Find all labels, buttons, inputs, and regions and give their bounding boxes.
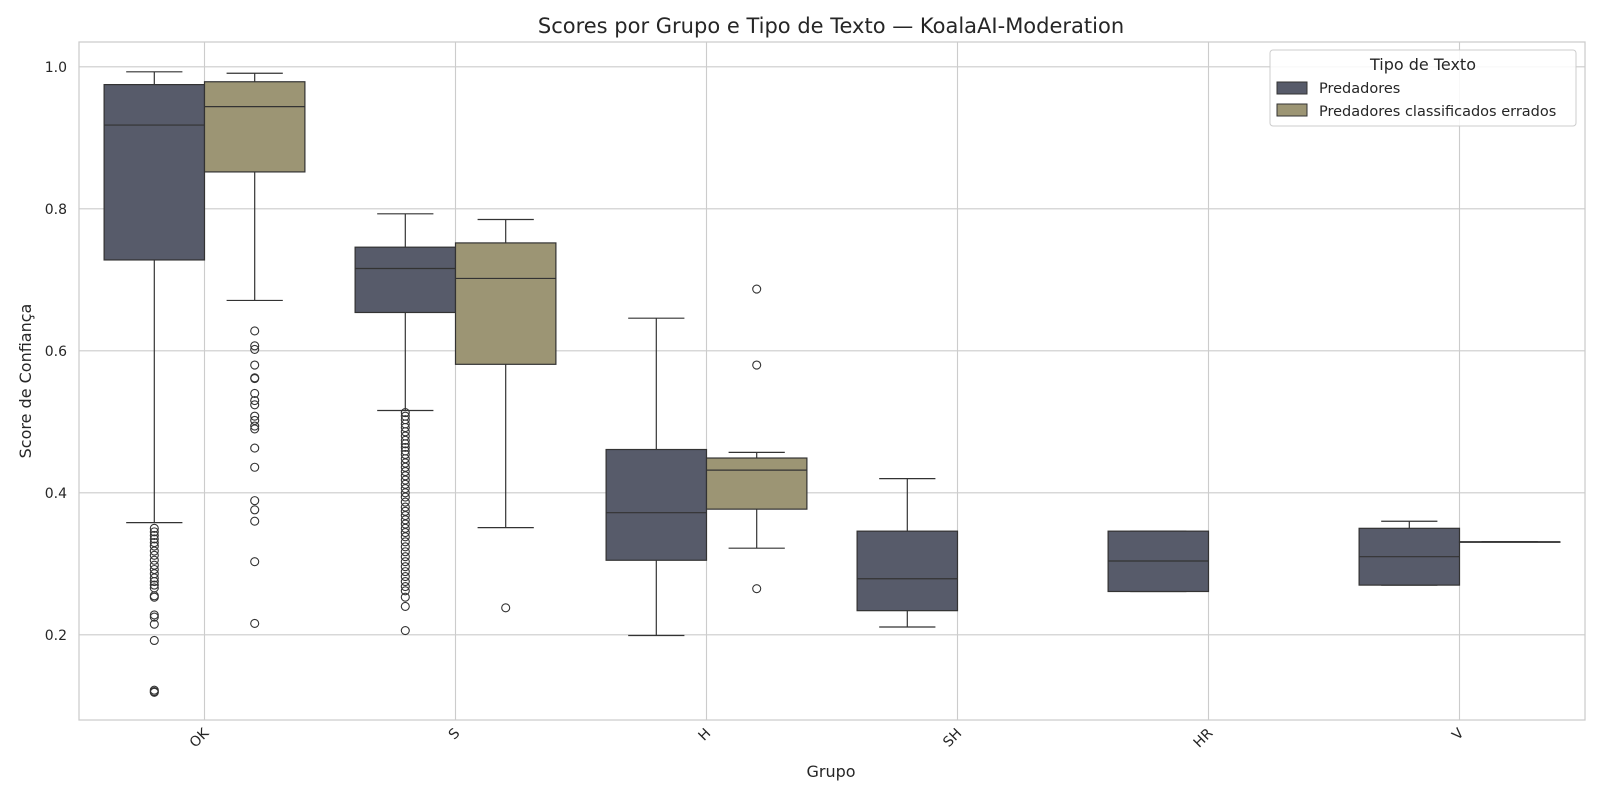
outlier-point [250, 462, 260, 472]
legend: Tipo de Texto Predadores Predadores clas… [1269, 49, 1577, 127]
outlier-point [250, 557, 260, 567]
outlier-point [149, 577, 159, 587]
outlier-point [400, 601, 410, 611]
outlier-point [250, 341, 260, 351]
outlier-point [400, 442, 410, 452]
outlier-point [400, 547, 410, 557]
y-tick-label: 0.6 [45, 344, 67, 360]
y-axis-label: Score de Confiança [16, 304, 35, 459]
outlier-point [400, 528, 410, 538]
outlier-point [149, 546, 159, 556]
outlier-point [250, 443, 260, 453]
x-axis-ticks: OK S H SH HR V [187, 725, 1468, 751]
outlier-point [400, 537, 410, 547]
y-tick-label: 0.2 [45, 628, 67, 644]
outlier-point [250, 360, 260, 370]
series-1 [203, 72, 1561, 628]
x-tick-label: S [446, 725, 464, 743]
outlier-point [752, 360, 762, 370]
gridlines [79, 42, 1585, 720]
outlier-point [250, 326, 260, 336]
legend-title: Tipo de Texto [1369, 55, 1476, 74]
outlier-point [250, 400, 260, 410]
y-tick-label: 0.4 [45, 486, 67, 502]
x-tick-label: OK [187, 725, 213, 751]
outlier-point [250, 388, 260, 398]
outlier-point [149, 534, 159, 544]
outlier-point [250, 373, 260, 384]
outlier-point [400, 408, 410, 418]
outlier-point [752, 284, 762, 294]
outlier-point [250, 516, 260, 526]
x-tick-label: V [1449, 725, 1467, 743]
outlier-point [149, 619, 159, 629]
plot-frame [78, 41, 1586, 721]
y-tick-label: 0.8 [45, 202, 67, 218]
outlier-point [149, 612, 159, 622]
outlier-point [149, 523, 159, 533]
outlier-point [400, 488, 410, 498]
outlier-point [250, 421, 260, 431]
outlier-point [149, 635, 159, 646]
outlier-point [250, 411, 260, 421]
outlier-point [400, 567, 410, 577]
outlier-point [400, 625, 410, 636]
outlier-point [752, 584, 762, 594]
legend-swatch-predadores [1276, 81, 1308, 95]
outlier-point [149, 541, 159, 551]
outlier-point [400, 552, 410, 562]
box [203, 81, 306, 173]
box [103, 83, 206, 261]
outlier-point [149, 527, 159, 537]
box [454, 242, 557, 365]
outlier-point [250, 344, 260, 354]
outlier-point [149, 555, 159, 565]
outlier-point [400, 581, 410, 592]
outlier-point [250, 424, 260, 434]
legend-frame [1269, 49, 1577, 127]
box-series [103, 71, 1561, 697]
x-axis-label: Grupo [806, 762, 855, 781]
legend-label-predadores-classificados-errados: Predadores classificados errados [1319, 104, 1556, 120]
outlier-point [400, 562, 410, 572]
outlier-point [250, 618, 260, 628]
outlier-point [400, 592, 410, 602]
outlier-point [400, 557, 410, 567]
x-tick-label: SH [940, 726, 965, 751]
outlier-point [400, 542, 410, 552]
x-tick-label: HR [1191, 725, 1217, 751]
outlier-point [149, 687, 159, 697]
outlier-point [149, 530, 159, 540]
outlier-point [250, 395, 260, 406]
box [705, 457, 808, 510]
outlier-point [400, 532, 410, 542]
outlier-point [501, 603, 511, 613]
x-tick-label: H [696, 726, 715, 745]
y-tick-label: 1.0 [45, 60, 67, 76]
outlier-point [400, 492, 410, 502]
outlier-point [149, 550, 159, 560]
legend-swatch-predadores-classificados-errados [1276, 103, 1308, 117]
outlier-point [250, 496, 260, 506]
outlier-point [400, 439, 410, 449]
outlier-point [400, 572, 410, 582]
y-axis-ticks: 0.2 0.4 0.6 0.8 1.0 [45, 60, 67, 644]
outlier-point [250, 505, 260, 515]
outlier-point [149, 580, 159, 590]
plot-area [79, 42, 1585, 720]
outlier-point [400, 435, 410, 445]
outlier-point [400, 577, 410, 587]
box [605, 448, 708, 561]
outlier-point [400, 497, 410, 507]
chart-title: Scores por Grupo e Tipo de Texto — Koala… [538, 14, 1124, 38]
outlier-point [149, 573, 159, 583]
outlier-point [400, 586, 410, 596]
legend-label-predadores: Predadores [1319, 81, 1400, 97]
series-0 [103, 71, 1461, 697]
box [856, 530, 959, 612]
outlier-point [149, 592, 159, 602]
box [354, 246, 457, 314]
